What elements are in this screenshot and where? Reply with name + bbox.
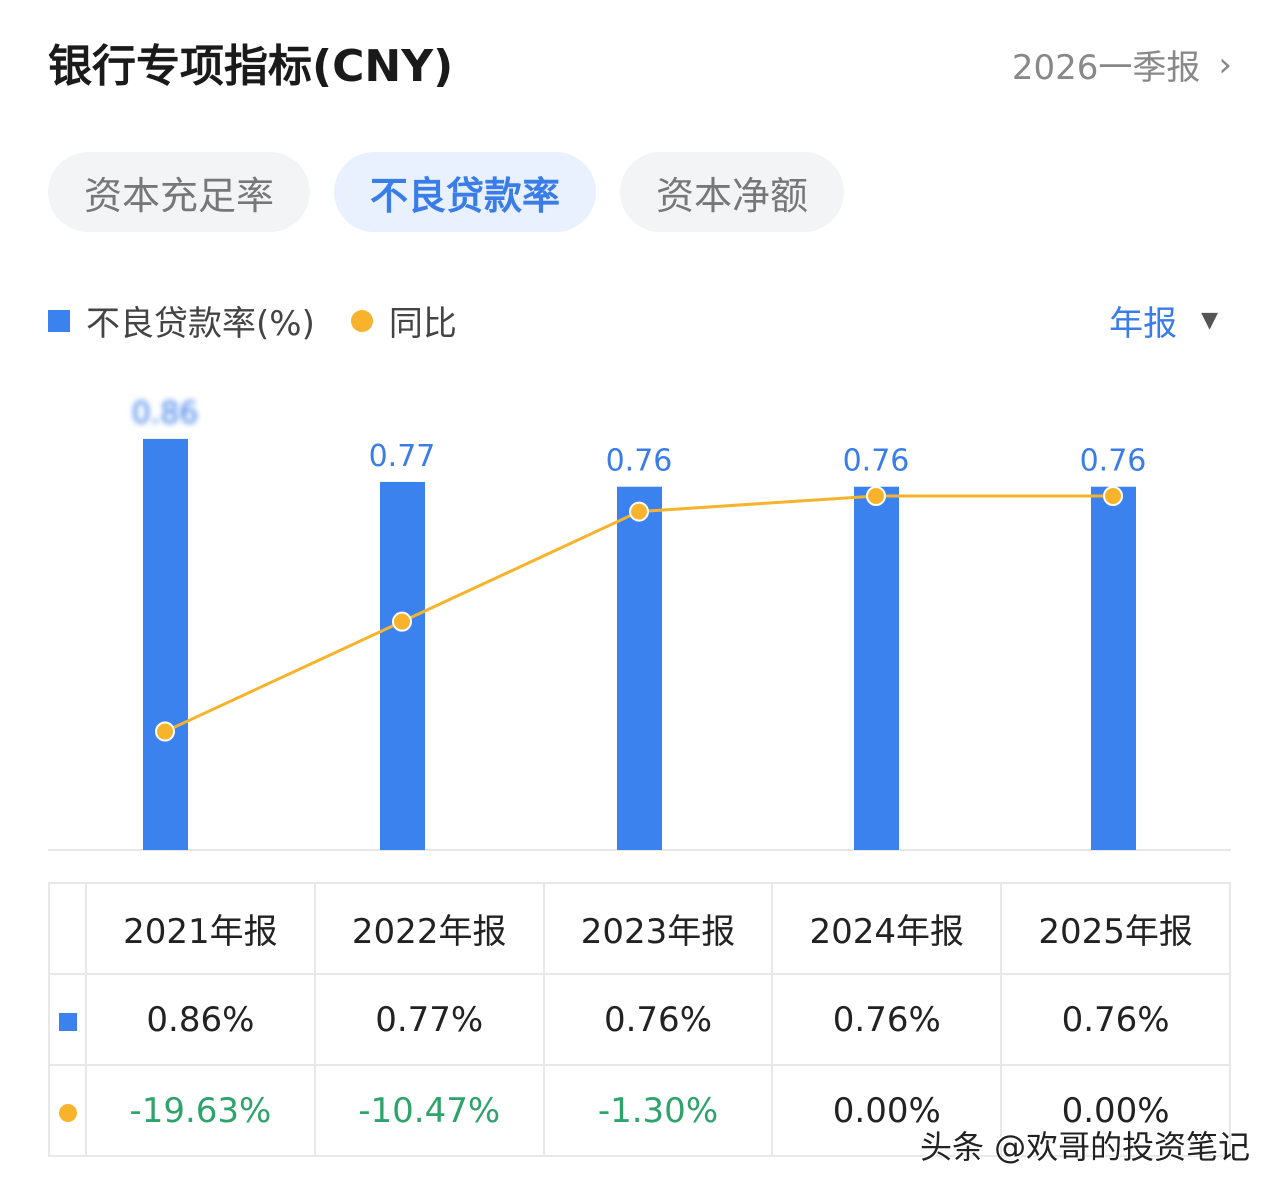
rate-cell: 0.77%: [313, 973, 545, 1066]
table-header-row: 2021年报 2022年报 2023年报 2024年报 2025年报: [48, 882, 1231, 975]
header-cell: 2025年报: [1000, 882, 1231, 975]
bar-legend-icon: [48, 309, 70, 332]
bar-series-icon: [58, 1012, 77, 1031]
watermark: 头条 @欢哥的投资笔记: [920, 1128, 1251, 1166]
page-title: 银行专项指标(CNY): [48, 41, 454, 92]
header-cell: 2022年报: [313, 882, 545, 975]
legend-line-label: 同比: [388, 304, 457, 344]
yoy-point: [155, 721, 175, 742]
period-type-dropdown[interactable]: 年报 ▼: [1109, 296, 1218, 345]
bar: [143, 438, 188, 850]
yoy-point: [1103, 486, 1123, 506]
bar-value-label: 0.86: [132, 396, 199, 431]
yoy-point: [392, 611, 412, 632]
chart-legend: 不良贷款率(%) 同比: [48, 296, 457, 345]
bar: [854, 486, 899, 850]
line-series-icon: [58, 1103, 77, 1122]
header-cell: 2024年报: [771, 882, 1003, 975]
report-period-selector[interactable]: 2026一季报 ›: [1012, 40, 1232, 89]
header-cell: 2021年报: [85, 882, 316, 975]
rate-cell: 0.86%: [85, 973, 316, 1066]
legend-bar-label: 不良贷款率(%): [86, 304, 315, 344]
tab-net-capital[interactable]: 资本净额: [620, 152, 845, 232]
tab-capital-adequacy[interactable]: 资本充足率: [48, 152, 311, 232]
data-table: 2021年报 2022年报 2023年报 2024年报 2025年报 0.86% 0.77…: [48, 882, 1231, 1157]
period-label: 2026一季报: [1011, 48, 1201, 88]
tab-npl-ratio[interactable]: 不良贷款率: [334, 152, 597, 232]
bar: [380, 481, 425, 850]
bar-value-label: 0.76: [606, 444, 673, 479]
rate-cell: 0.76%: [1000, 973, 1231, 1066]
rate-cell: 0.76%: [771, 973, 1003, 1066]
yoy-cell: -19.63%: [85, 1064, 316, 1157]
chevron-right-icon: ›: [1218, 44, 1232, 85]
yoy-cell: 0.00%: [1000, 1064, 1231, 1157]
header-cell: 2023年报: [542, 882, 774, 975]
yoy-cell: -10.47%: [313, 1064, 545, 1157]
line-legend-icon: [350, 309, 373, 332]
yoy-point: [629, 501, 649, 522]
table-row-rate: 0.86% 0.77% 0.76% 0.76% 0.76%: [48, 973, 1231, 1066]
bar: [1091, 486, 1136, 850]
bar-value-label: 0.77: [369, 439, 436, 474]
rate-cell: 0.76%: [542, 973, 774, 1066]
period-type-label: 年报: [1109, 304, 1178, 344]
table-row-yoy: -19.63% -10.47% -1.30% 0.00% 0.00%: [48, 1064, 1231, 1157]
yoy-point: [866, 486, 886, 506]
bar-value-label: 0.76: [843, 444, 910, 479]
npl-chart: 0.86 0.77 0.76 0.76 0.76: [48, 396, 1231, 851]
bar-value-label: 0.76: [1080, 444, 1147, 479]
triangle-down-icon: ▼: [1201, 308, 1218, 333]
yoy-cell: 0.00%: [771, 1064, 1003, 1157]
yoy-cell: -1.30%: [542, 1064, 774, 1157]
bar: [617, 486, 662, 850]
metric-tabs: 资本充足率 不良贷款率 资本净额: [48, 152, 845, 232]
